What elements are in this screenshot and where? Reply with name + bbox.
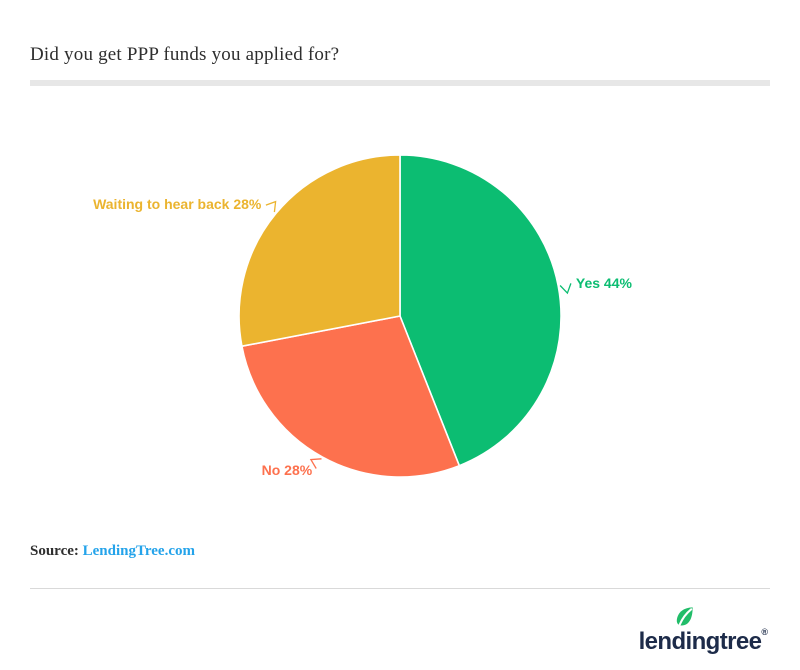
lendingtree-logo-text: lendingtree® <box>638 627 768 655</box>
source-label: Source: <box>30 543 79 559</box>
lendingtree-logo: lendingtree® <box>598 602 768 656</box>
pie-slice-no <box>241 315 461 478</box>
pie-label-waiting-to-hear-back: Waiting to hear back 28% <box>93 196 262 212</box>
registered-mark: ® <box>761 627 768 637</box>
title-divider <box>30 80 770 86</box>
chart-title: Did you get PPP funds you applied for? <box>30 44 340 65</box>
pie-label-no: No 28% <box>262 462 313 478</box>
pie-label-yes: Yes 44% <box>576 275 633 291</box>
label-leader-waiting-to-hear-back <box>265 200 277 213</box>
source-line: Source: LendingTree.com <box>30 543 195 560</box>
pie-chart: Yes 44% No 28% Waiting to hear back 28% <box>93 154 633 478</box>
source-link[interactable]: LendingTree.com <box>82 543 195 559</box>
pie-slice-waiting-to-hear-back <box>238 154 401 347</box>
leaf-icon <box>676 607 693 626</box>
pie-slice-yes <box>399 154 562 467</box>
label-leader-yes <box>559 283 572 295</box>
label-leader-no <box>309 458 322 469</box>
footer-divider <box>30 588 770 589</box>
